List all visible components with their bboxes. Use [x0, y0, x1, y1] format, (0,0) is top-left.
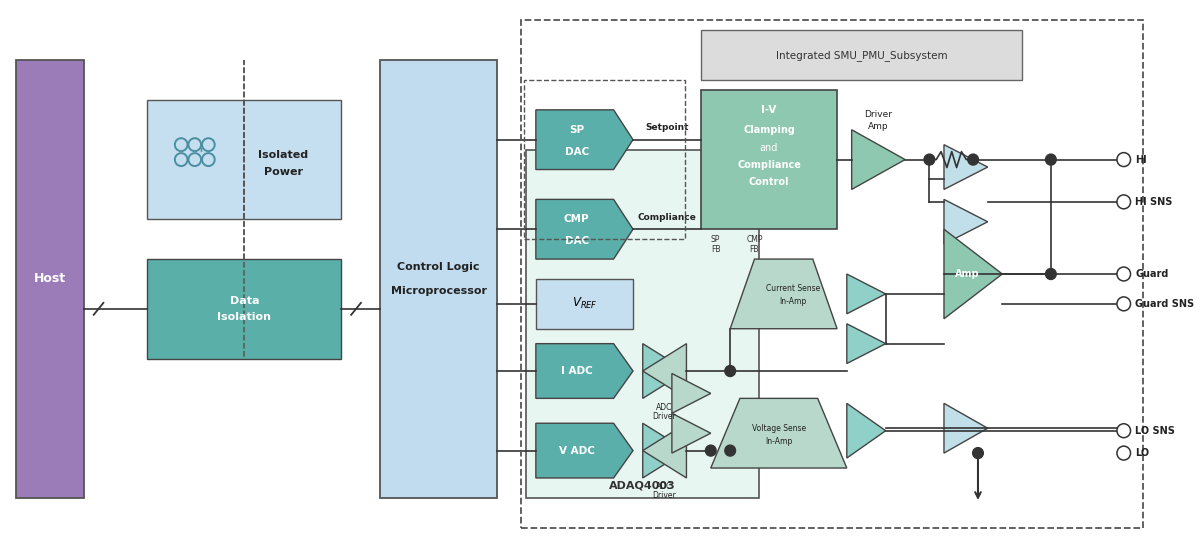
Text: Integrated SMU_PMU_Subsystem: Integrated SMU_PMU_Subsystem	[776, 49, 947, 60]
Circle shape	[1045, 268, 1056, 279]
FancyBboxPatch shape	[16, 60, 84, 498]
Polygon shape	[535, 110, 633, 170]
Text: Setpoint: Setpoint	[645, 123, 689, 132]
Text: Current Sense: Current Sense	[766, 284, 820, 293]
Text: Data: Data	[230, 296, 259, 306]
Polygon shape	[847, 324, 885, 363]
Circle shape	[1116, 297, 1131, 311]
Text: ADAQ4003: ADAQ4003	[610, 481, 676, 491]
Polygon shape	[535, 423, 633, 478]
Polygon shape	[535, 344, 633, 399]
Text: HI: HI	[1136, 155, 1146, 165]
Polygon shape	[711, 399, 847, 468]
Text: DAC: DAC	[564, 147, 588, 156]
Polygon shape	[672, 373, 711, 413]
Text: Guard SNS: Guard SNS	[1136, 299, 1195, 309]
FancyBboxPatch shape	[535, 279, 633, 329]
Polygon shape	[642, 423, 687, 478]
Polygon shape	[852, 130, 905, 189]
Polygon shape	[847, 404, 885, 458]
Polygon shape	[642, 344, 687, 399]
Text: Amp: Amp	[869, 122, 889, 131]
Circle shape	[1116, 195, 1131, 209]
Circle shape	[924, 154, 935, 165]
Text: ADC: ADC	[657, 483, 672, 491]
FancyBboxPatch shape	[380, 60, 497, 498]
Polygon shape	[944, 404, 988, 453]
Text: Control Logic: Control Logic	[397, 262, 480, 272]
FancyBboxPatch shape	[526, 150, 759, 498]
FancyBboxPatch shape	[147, 259, 342, 358]
Text: FB: FB	[711, 245, 721, 254]
Text: Isolation: Isolation	[218, 312, 272, 322]
Text: In-Amp: In-Amp	[765, 436, 793, 446]
Text: DAC: DAC	[564, 236, 588, 246]
Text: I ADC: I ADC	[561, 366, 593, 376]
Text: CMP: CMP	[564, 214, 589, 224]
Circle shape	[725, 366, 735, 377]
Text: Compliance: Compliance	[638, 213, 697, 222]
Text: HI SNS: HI SNS	[1136, 197, 1173, 207]
Text: Driver: Driver	[653, 491, 676, 500]
Text: V ADC: V ADC	[558, 446, 594, 456]
Text: CMP: CMP	[746, 234, 763, 244]
Text: LO SNS: LO SNS	[1136, 425, 1175, 436]
FancyBboxPatch shape	[701, 90, 837, 229]
Circle shape	[1116, 446, 1131, 460]
Polygon shape	[847, 274, 885, 314]
Text: In-Amp: In-Amp	[780, 298, 807, 306]
Text: Host: Host	[34, 272, 66, 285]
Polygon shape	[672, 413, 711, 453]
Text: Microprocessor: Microprocessor	[391, 286, 487, 296]
Text: Control: Control	[748, 177, 789, 187]
Polygon shape	[642, 423, 687, 478]
Text: Driver: Driver	[865, 110, 893, 119]
Text: Clamping: Clamping	[743, 125, 795, 135]
Text: Guard: Guard	[1136, 269, 1169, 279]
Circle shape	[725, 445, 735, 456]
Text: Power: Power	[263, 166, 303, 177]
Text: FB: FB	[749, 245, 759, 254]
Circle shape	[1116, 267, 1131, 281]
Text: ADC: ADC	[657, 403, 672, 412]
Polygon shape	[944, 144, 988, 189]
Text: I-V: I-V	[761, 105, 777, 115]
Text: Isolated: Isolated	[259, 150, 308, 160]
Text: Driver: Driver	[653, 412, 676, 421]
Circle shape	[967, 154, 978, 165]
Text: Compliance: Compliance	[737, 160, 801, 170]
Text: $V_{REF}$: $V_{REF}$	[571, 296, 598, 311]
Polygon shape	[535, 199, 633, 259]
Text: LO: LO	[1136, 448, 1150, 458]
Polygon shape	[642, 344, 687, 399]
Polygon shape	[944, 199, 988, 244]
Circle shape	[705, 445, 716, 456]
Polygon shape	[730, 259, 837, 329]
Text: SP: SP	[711, 234, 721, 244]
Text: Amp: Amp	[955, 269, 979, 279]
Text: and: and	[760, 143, 778, 153]
Circle shape	[1116, 424, 1131, 438]
Circle shape	[1116, 153, 1131, 166]
Text: Voltage Sense: Voltage Sense	[752, 424, 806, 433]
FancyBboxPatch shape	[147, 100, 342, 219]
Polygon shape	[944, 229, 1002, 319]
Circle shape	[973, 447, 983, 458]
Text: SP: SP	[569, 125, 585, 135]
FancyBboxPatch shape	[701, 30, 1021, 80]
Circle shape	[1045, 154, 1056, 165]
